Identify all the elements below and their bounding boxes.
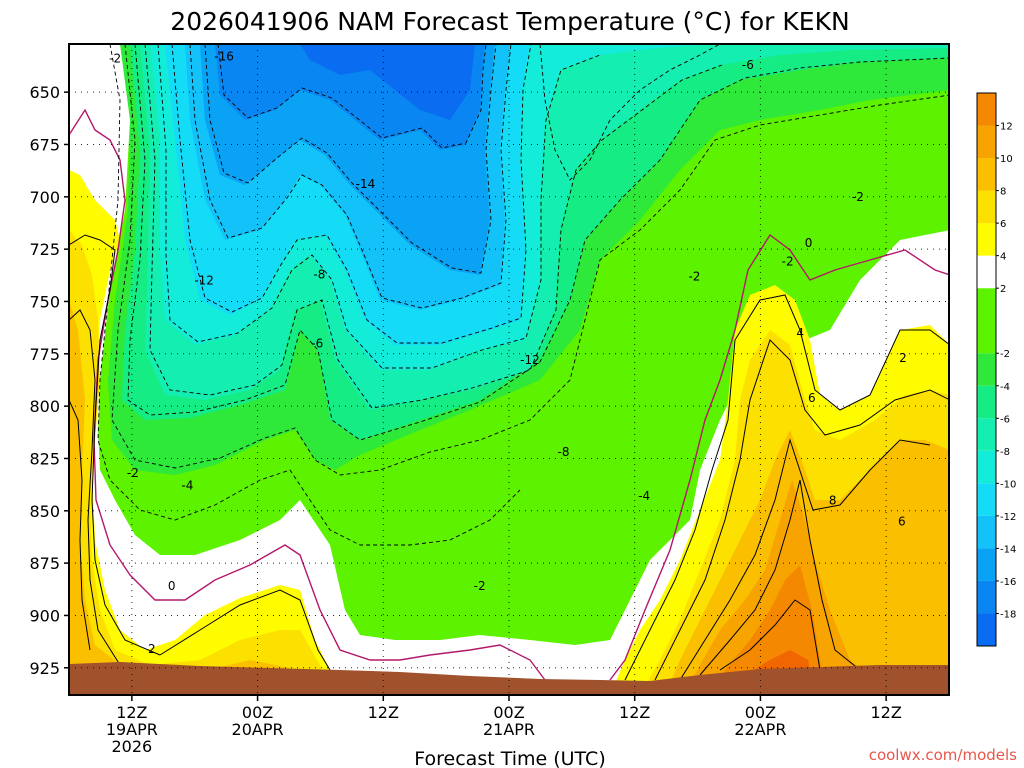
y-tick-label: 850 [29,502,60,521]
colorbar-label: -10 [1000,479,1016,490]
contour-label: -12 [194,274,214,288]
x-tick-label: 2026 [111,737,152,756]
colorbar-swatch [977,515,996,549]
colorbar-label: 4 [1000,252,1006,263]
band-minus-22 [300,44,475,120]
colorbar-swatch [977,255,996,289]
colorbar-swatch [977,418,996,451]
colorbar-swatch [977,450,996,484]
contour-label: -2 [474,579,486,593]
cold-contours [97,44,949,546]
warm-contours [69,234,949,681]
contour-label: -6 [311,336,323,350]
y-tick-label: 650 [29,83,60,102]
y-tick-label: 875 [29,554,60,573]
colorbar-swatch [977,125,996,159]
x-tick-label: 12Z [116,703,147,722]
colorbar-swatch [977,158,996,191]
x-tick-label: 21APR [483,720,535,739]
x-tick-label: 00Z [493,703,524,722]
x-tick-label: 12Z [619,703,650,722]
contour-label: 2 [899,351,907,365]
contour-label: -8 [557,445,569,459]
colorbar-label: -16 [1000,577,1016,588]
contour-label: -6 [742,58,754,72]
colorbar-swatch [977,548,996,581]
colorbar-label: -12 [1000,512,1016,523]
contour-label: 2 [148,642,156,656]
colorbar: -18 -16 -14 -12 -10 -8 -6 -4 -2 2 4 6 8 10 12 [976,92,1016,647]
plot-area [69,44,949,695]
colorbar-swatch [977,385,996,419]
x-tick-label: 12Z [870,703,901,722]
x-tick-label: 00Z [745,703,776,722]
colorbar-swatch [977,580,996,614]
band-left-orange [69,300,300,695]
zero-contour-left [69,108,546,681]
contour-label: -4 [638,489,650,503]
contour-label: 6 [898,514,906,528]
x-tick-label: 12Z [368,703,399,722]
contour-label: -2 [688,269,700,283]
colorbar-label: -2 [1000,349,1010,360]
zero-contour-right [609,233,949,681]
contour-label: -2 [109,52,121,66]
colorbar-swatch [977,93,996,126]
grid-lines [69,44,949,695]
contour-label: -4 [181,479,193,493]
x-tick-label: 00Z [242,703,273,722]
contour-label: -16 [214,50,234,64]
y-tick-label: 775 [29,345,60,364]
y-tick-label: 750 [29,292,60,311]
y-tick-label: 700 [29,188,60,207]
contour-label: -2 [782,255,794,269]
colorbar-label: 6 [1000,219,1006,230]
x-tick-label: 22APR [734,720,786,739]
y-tick-label: 925 [29,659,60,678]
contour-labels: -16 -2 -6 -14 -2 0 -12 -8 -2 -2 4 -6 -12 2 6 -8 -2 -4 8 -4 6… [109,50,907,656]
colorbar-label: -4 [1000,382,1010,393]
y-tick-label: 900 [29,606,60,625]
contour-label: -14 [356,177,376,191]
colorbar-swatch [977,190,996,224]
contour-label: -12 [520,353,540,367]
colorbar-label: -6 [1000,414,1010,425]
colorbar-label: -14 [1000,544,1016,555]
colorbar-label: -18 [1000,609,1016,620]
x-axis-label: Forecast Time (UTC) [414,748,605,768]
y-tick-label: 825 [29,449,60,468]
colorbar-label: 2 [1000,284,1006,295]
contour-label: 8 [829,493,837,507]
contour-label: 4 [796,326,804,340]
contour-label: -2 [127,466,139,480]
y-tick-label: 675 [29,135,60,154]
colorbar-label: 12 [1000,122,1013,133]
x-tick-label: 19APR [106,720,158,739]
colorbar-swatch [977,613,996,646]
chart-title: 2026041906 NAM Forecast Temperature (°C)… [170,7,849,36]
contour-label: 0 [168,579,176,593]
contour-label: -2 [852,190,864,204]
colorbar-frame [976,92,997,647]
colorbar-swatch [977,483,996,516]
contour-label: 0 [805,236,813,250]
y-axis: 650 675 700 725 750 775 800 825 850 875 900 925 [29,83,69,678]
contour-label: 6 [808,391,816,405]
x-tick-label: 20APR [232,720,284,739]
colorbar-swatch [977,353,996,386]
terrain-ground [69,662,949,695]
y-tick-label: 725 [29,240,60,259]
credit-text: coolwx.com/models [869,746,1017,764]
colorbar-label: 10 [1000,154,1013,165]
contour-label: -8 [313,267,325,281]
colorbar-swatch [977,288,996,354]
colorbar-label: 8 [1000,187,1006,198]
y-tick-label: 800 [29,397,60,416]
colorbar-label: -8 [1000,447,1010,458]
colorbar-swatch [977,223,996,256]
